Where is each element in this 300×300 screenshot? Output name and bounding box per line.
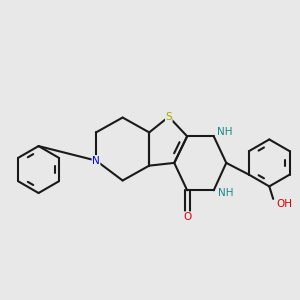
Text: NH: NH <box>217 127 233 136</box>
Text: S: S <box>166 112 172 122</box>
Text: NH: NH <box>218 188 233 198</box>
Text: OH: OH <box>276 200 292 209</box>
Text: N: N <box>92 156 100 166</box>
Text: O: O <box>183 212 191 222</box>
